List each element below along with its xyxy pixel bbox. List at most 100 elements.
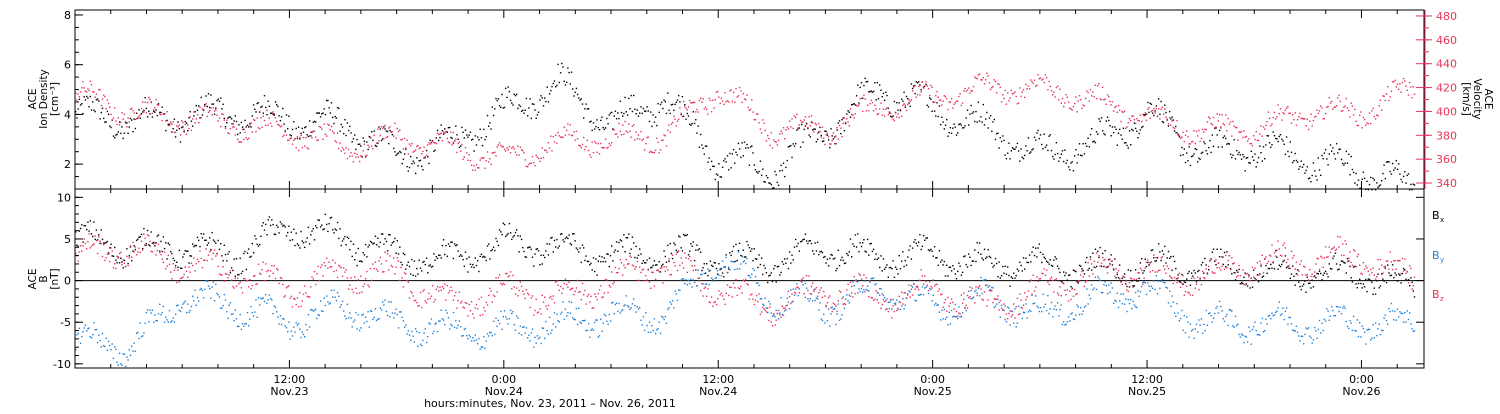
- velocity-series-point: [427, 144, 428, 145]
- velocity-series-point: [380, 135, 381, 136]
- velocity-series-point: [203, 109, 204, 110]
- velocity-series-point: [726, 101, 727, 102]
- velocity-series-point: [819, 131, 820, 132]
- velocity-series-point: [1209, 118, 1210, 119]
- velocity-series-point: [483, 157, 484, 158]
- density-series-point: [118, 131, 119, 132]
- density-series-point: [916, 81, 917, 82]
- velocity-series-point: [1182, 132, 1183, 133]
- series-by-point: [1246, 336, 1247, 337]
- density-series-point: [849, 112, 850, 113]
- series-bx-point: [492, 249, 493, 250]
- series-bx-point: [821, 251, 822, 252]
- series-bx-point: [305, 241, 306, 242]
- series-bx-point: [1376, 280, 1377, 281]
- series-by-point: [727, 272, 728, 273]
- velocity-series-point: [1048, 81, 1049, 82]
- density-series-point: [1009, 158, 1010, 159]
- density-series-point: [1145, 114, 1146, 115]
- density-series-point: [598, 127, 599, 128]
- series-by-point: [733, 261, 734, 262]
- velocity-series-point: [657, 142, 658, 143]
- series-bz-point: [183, 274, 184, 275]
- series-bz-point: [137, 251, 138, 252]
- velocity-series-point: [713, 107, 714, 108]
- velocity-series-point: [1371, 110, 1372, 111]
- series-by-point: [892, 299, 893, 300]
- series-bx-point: [734, 261, 735, 262]
- series-by-point: [1219, 301, 1220, 302]
- series-by-point: [583, 320, 584, 321]
- density-series-point: [905, 107, 906, 108]
- density-series-point: [589, 121, 590, 122]
- series-by-point: [98, 334, 99, 335]
- series-by-point: [187, 303, 188, 304]
- density-series-point: [473, 150, 474, 151]
- velocity-series-point: [144, 102, 145, 103]
- series-bx-point: [637, 257, 638, 258]
- series-by-point: [92, 334, 93, 335]
- density-series-point: [394, 151, 395, 152]
- velocity-series-point: [676, 125, 677, 126]
- density-series-point: [241, 122, 242, 123]
- density-series-point: [1277, 141, 1278, 142]
- series-by-point: [1215, 308, 1216, 309]
- series-bx-point: [352, 256, 353, 257]
- density-series-point: [726, 161, 727, 162]
- velocity-series-point: [975, 78, 976, 79]
- velocity-series-point: [470, 160, 471, 161]
- density-series-point: [91, 109, 92, 110]
- series-by-point: [215, 284, 216, 285]
- series-bz-point: [425, 300, 426, 301]
- series-bx-point: [260, 236, 261, 237]
- series-bx-point: [1348, 260, 1349, 261]
- series-by-point: [1162, 279, 1163, 280]
- series-bx-point: [333, 232, 334, 233]
- density-series-point: [80, 104, 81, 105]
- velocity-series-point: [179, 125, 180, 126]
- density-series-point: [629, 108, 630, 109]
- velocity-series-point: [1041, 79, 1042, 80]
- velocity-series-point: [1086, 90, 1087, 91]
- density-series-point: [153, 111, 154, 112]
- series-bz-point: [272, 273, 273, 274]
- velocity-series-point: [1375, 118, 1376, 119]
- density-series-point: [260, 107, 261, 108]
- density-series-point: [227, 117, 228, 118]
- series-bx-point: [919, 234, 920, 235]
- series-by-point: [341, 304, 342, 305]
- series-bx-point: [1139, 278, 1140, 279]
- series-bz-point: [594, 294, 595, 295]
- series-by-point: [1119, 300, 1120, 301]
- series-by-point: [126, 356, 127, 357]
- series-bz-point: [785, 309, 786, 310]
- velocity-series-point: [1045, 74, 1046, 75]
- density-series-point: [634, 109, 635, 110]
- series-by-point: [1275, 312, 1276, 313]
- series-bx-point: [1402, 273, 1403, 274]
- series-by-point: [170, 321, 171, 322]
- series-by-point: [179, 310, 180, 311]
- series-by-point: [544, 338, 545, 339]
- density-series-point: [652, 114, 653, 115]
- density-series-point: [1196, 149, 1197, 150]
- velocity-series-point: [969, 92, 970, 93]
- velocity-series-point: [87, 88, 88, 89]
- series-bz-point: [489, 288, 490, 289]
- density-series-point: [914, 93, 915, 94]
- series-by-point: [928, 293, 929, 294]
- velocity-series-point: [512, 146, 513, 147]
- series-by-point: [634, 305, 635, 306]
- velocity-series-point: [606, 148, 607, 149]
- series-by-point: [883, 295, 884, 296]
- series-bz-point: [226, 274, 227, 275]
- series-by-point: [481, 346, 482, 347]
- series-by-point: [175, 314, 176, 315]
- density-series-point: [852, 104, 853, 105]
- series-bx-point: [760, 264, 761, 265]
- density-series-point: [129, 126, 130, 127]
- series-by-point: [694, 282, 695, 283]
- series-by-point: [403, 320, 404, 321]
- series-bx-point: [419, 260, 420, 261]
- series-bx-point: [364, 254, 365, 255]
